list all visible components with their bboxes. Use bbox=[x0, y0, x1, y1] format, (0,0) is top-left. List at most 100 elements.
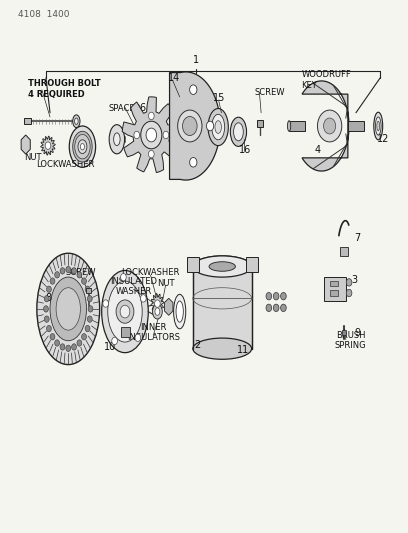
Text: SCREW: SCREW bbox=[255, 88, 285, 97]
Circle shape bbox=[66, 266, 71, 273]
Polygon shape bbox=[164, 298, 173, 316]
Circle shape bbox=[82, 278, 86, 284]
Bar bbox=[330, 290, 338, 296]
Circle shape bbox=[324, 118, 336, 134]
Ellipse shape bbox=[114, 133, 120, 146]
Ellipse shape bbox=[288, 120, 291, 131]
Circle shape bbox=[273, 304, 279, 312]
Circle shape bbox=[44, 306, 49, 312]
Ellipse shape bbox=[102, 270, 148, 353]
Circle shape bbox=[55, 272, 60, 278]
Ellipse shape bbox=[73, 115, 80, 127]
Bar bbox=[330, 281, 338, 286]
Circle shape bbox=[50, 278, 55, 284]
Circle shape bbox=[190, 85, 197, 94]
Text: 15: 15 bbox=[213, 93, 226, 103]
Text: NUT: NUT bbox=[157, 279, 174, 288]
Ellipse shape bbox=[193, 256, 252, 277]
Circle shape bbox=[190, 158, 197, 167]
Circle shape bbox=[47, 326, 51, 332]
Ellipse shape bbox=[109, 125, 124, 154]
Ellipse shape bbox=[193, 338, 252, 359]
Bar bbox=[257, 120, 263, 126]
Circle shape bbox=[281, 293, 286, 300]
Ellipse shape bbox=[174, 294, 186, 329]
Bar bbox=[187, 257, 199, 272]
Circle shape bbox=[149, 112, 154, 119]
Text: INSULATED
WASHER: INSULATED WASHER bbox=[110, 277, 157, 296]
Circle shape bbox=[317, 110, 342, 142]
Ellipse shape bbox=[215, 120, 222, 133]
Ellipse shape bbox=[73, 131, 92, 162]
Ellipse shape bbox=[80, 143, 84, 150]
Text: 12: 12 bbox=[377, 134, 389, 144]
Bar bbox=[24, 118, 31, 124]
Ellipse shape bbox=[176, 301, 183, 322]
Circle shape bbox=[134, 131, 140, 139]
Circle shape bbox=[112, 337, 118, 345]
Ellipse shape bbox=[193, 256, 252, 277]
Text: 7: 7 bbox=[354, 233, 360, 244]
Circle shape bbox=[273, 293, 279, 300]
Ellipse shape bbox=[108, 281, 142, 342]
Circle shape bbox=[71, 268, 76, 274]
Ellipse shape bbox=[231, 117, 246, 147]
Bar bbox=[289, 120, 305, 131]
Circle shape bbox=[85, 326, 90, 332]
Text: BRUSH
SPRING: BRUSH SPRING bbox=[335, 331, 366, 350]
Circle shape bbox=[44, 295, 49, 302]
Circle shape bbox=[77, 272, 82, 278]
Circle shape bbox=[66, 345, 71, 351]
Ellipse shape bbox=[374, 112, 383, 140]
Text: 6: 6 bbox=[140, 103, 146, 114]
Polygon shape bbox=[170, 72, 220, 180]
Circle shape bbox=[266, 293, 272, 300]
Text: 9: 9 bbox=[354, 328, 360, 338]
Circle shape bbox=[281, 304, 286, 312]
Circle shape bbox=[87, 316, 92, 322]
Circle shape bbox=[88, 306, 93, 312]
Circle shape bbox=[47, 286, 51, 293]
Circle shape bbox=[121, 273, 126, 281]
Ellipse shape bbox=[155, 308, 160, 316]
Bar bbox=[324, 277, 346, 301]
Circle shape bbox=[206, 121, 214, 131]
Circle shape bbox=[45, 142, 51, 149]
Circle shape bbox=[346, 279, 352, 286]
Text: LOCKWASHER: LOCKWASHER bbox=[36, 160, 94, 169]
Text: LOCKWASHER: LOCKWASHER bbox=[121, 268, 180, 277]
Polygon shape bbox=[302, 81, 349, 171]
Ellipse shape bbox=[37, 253, 100, 365]
Circle shape bbox=[140, 295, 146, 302]
Text: SPACER: SPACER bbox=[109, 104, 141, 113]
Circle shape bbox=[141, 121, 162, 149]
Circle shape bbox=[149, 150, 154, 158]
Circle shape bbox=[85, 286, 90, 293]
Ellipse shape bbox=[212, 114, 225, 140]
Text: 4108  1400: 4108 1400 bbox=[18, 10, 69, 19]
Text: 10: 10 bbox=[104, 342, 116, 352]
Circle shape bbox=[177, 110, 202, 142]
Circle shape bbox=[103, 300, 109, 307]
Ellipse shape bbox=[75, 134, 90, 159]
Ellipse shape bbox=[153, 304, 162, 319]
Polygon shape bbox=[41, 136, 55, 155]
Text: NUT: NUT bbox=[24, 153, 41, 162]
Circle shape bbox=[182, 116, 197, 135]
Circle shape bbox=[55, 340, 60, 346]
Circle shape bbox=[346, 289, 352, 297]
Circle shape bbox=[116, 300, 134, 323]
Circle shape bbox=[71, 344, 76, 350]
Bar bbox=[340, 247, 348, 256]
Text: THROUGH BOLT
4 REQUIRED: THROUGH BOLT 4 REQUIRED bbox=[28, 79, 100, 99]
Ellipse shape bbox=[375, 117, 381, 135]
Text: 4: 4 bbox=[315, 145, 321, 155]
Ellipse shape bbox=[377, 121, 380, 131]
Circle shape bbox=[146, 128, 157, 142]
Circle shape bbox=[155, 300, 160, 308]
Circle shape bbox=[60, 268, 65, 274]
Ellipse shape bbox=[69, 126, 95, 167]
Polygon shape bbox=[151, 294, 164, 314]
Circle shape bbox=[82, 334, 86, 340]
Circle shape bbox=[163, 131, 169, 139]
